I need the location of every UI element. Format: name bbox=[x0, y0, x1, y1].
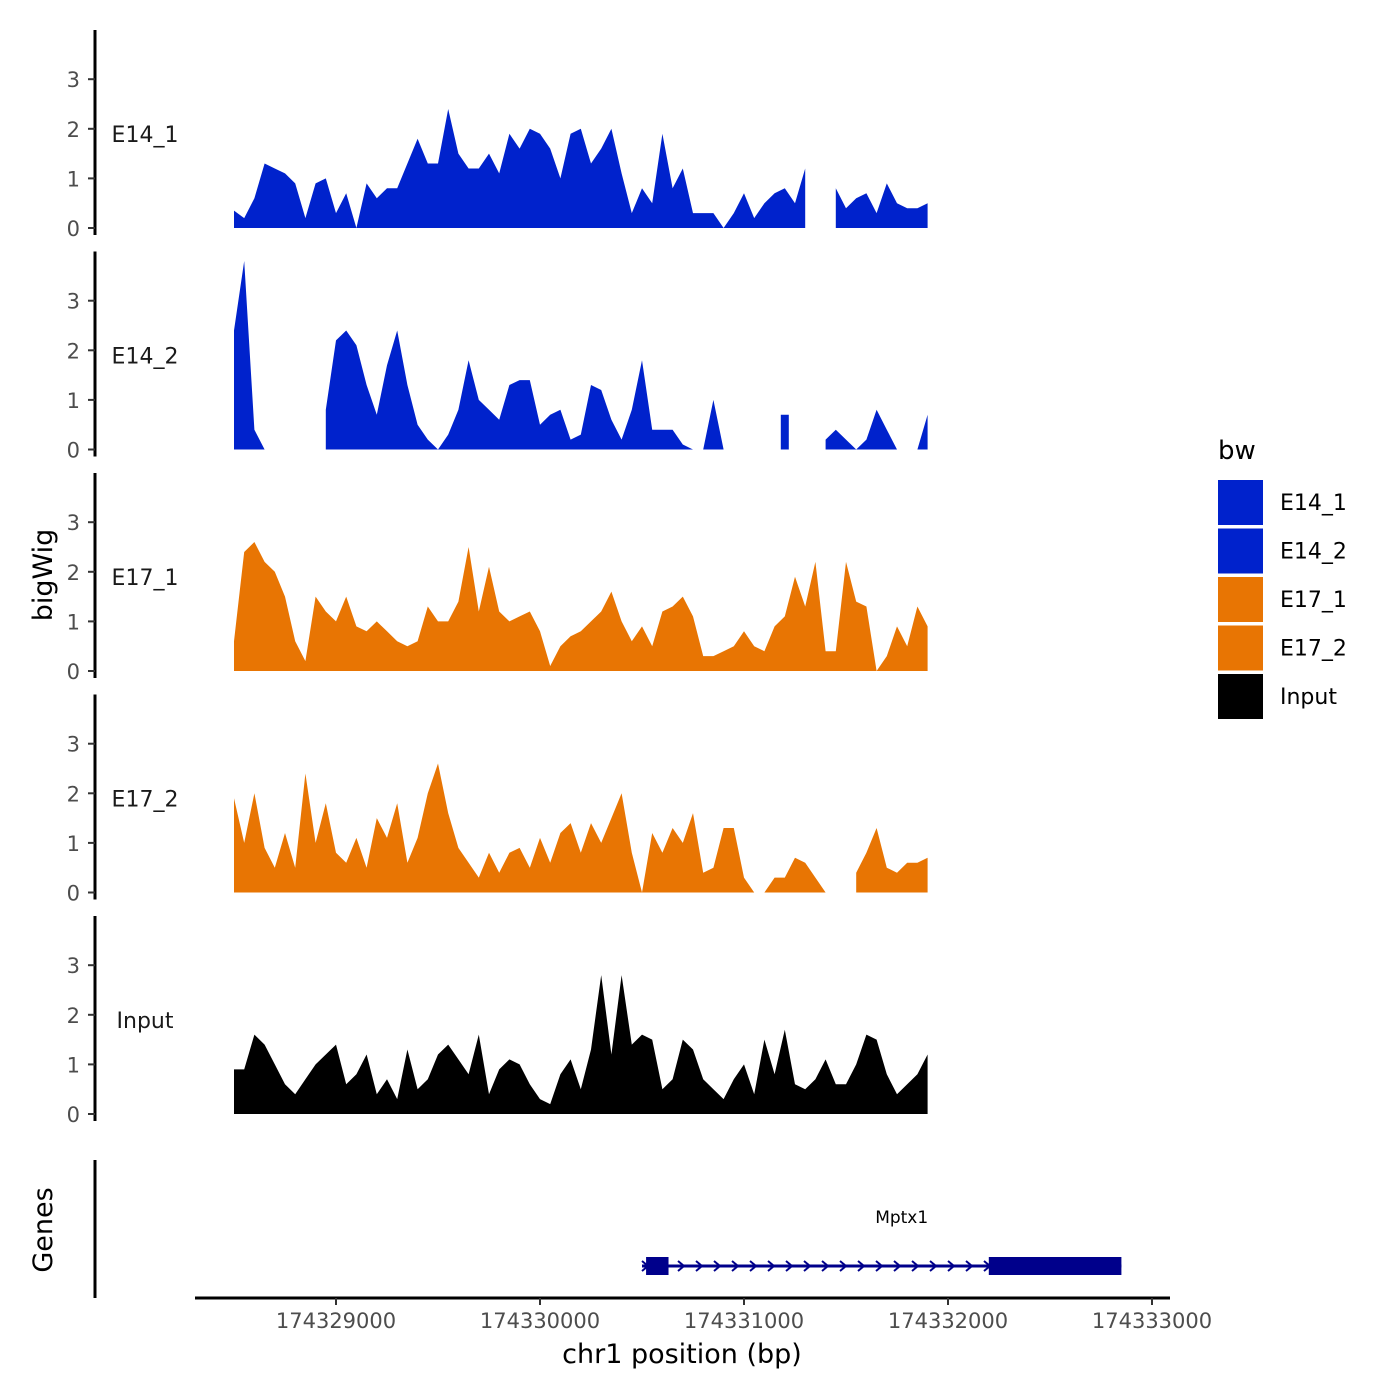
x-tick-label: 174331000 bbox=[684, 1309, 804, 1333]
legend-key-E14_2 bbox=[1218, 528, 1263, 574]
coverage-area-E14_1 bbox=[835, 183, 928, 228]
legend-label: Input bbox=[1280, 685, 1337, 710]
legend-key-E17_2 bbox=[1218, 625, 1263, 671]
strand-arrow bbox=[731, 1260, 740, 1272]
track-label: E14_1 bbox=[112, 123, 179, 148]
y-tick-label: 2 bbox=[67, 782, 80, 806]
strand-arrow bbox=[947, 1260, 956, 1272]
strand-arrow bbox=[911, 1260, 920, 1272]
y-tick-label: 2 bbox=[67, 561, 80, 585]
legend-title: bw bbox=[1218, 436, 1256, 466]
gene-label: Mptx1 bbox=[875, 1208, 928, 1228]
track-E14_2: 0 1 2 3 E14_2 bbox=[67, 251, 928, 463]
y-tick-label: 2 bbox=[67, 118, 80, 142]
y-tick-label: 0 bbox=[67, 882, 80, 906]
y-tick-label: 2 bbox=[67, 339, 80, 363]
track-Input: 0 1 2 3 Input bbox=[67, 916, 928, 1127]
coverage-area-E17_2 bbox=[234, 763, 826, 893]
y-tick-label: 1 bbox=[67, 832, 80, 856]
strand-arrow bbox=[857, 1260, 866, 1272]
coverage-area-Input bbox=[234, 975, 928, 1114]
coverage-area-E14_2 bbox=[825, 409, 928, 450]
x-tick-label: 174333000 bbox=[1092, 1309, 1212, 1333]
genes-axis-title: Genes bbox=[28, 1187, 59, 1272]
track-label: E17_2 bbox=[112, 788, 179, 813]
gene-exon bbox=[988, 1257, 1122, 1275]
coverage-area-E14_2 bbox=[780, 414, 789, 450]
x-tick-label: 174330000 bbox=[480, 1309, 600, 1333]
legend-label: E14_1 bbox=[1280, 491, 1347, 516]
track-label: Input bbox=[117, 1009, 174, 1034]
y-tick-label: 3 bbox=[67, 511, 80, 535]
y-tick-label: 3 bbox=[67, 733, 80, 757]
legend-label: E17_2 bbox=[1280, 637, 1347, 662]
strand-arrow bbox=[695, 1260, 704, 1272]
x-tick-label: 174329000 bbox=[276, 1309, 396, 1333]
strand-arrow bbox=[677, 1260, 686, 1272]
y-tick-label: 0 bbox=[67, 1103, 80, 1127]
track-E17_2: 0 1 2 3 E17_2 bbox=[67, 694, 928, 906]
genes-panel: Mptx1 bbox=[93, 1160, 1122, 1298]
strand-arrow bbox=[713, 1260, 722, 1272]
coverage-area-E14_1 bbox=[234, 109, 806, 228]
legend-label: E17_1 bbox=[1280, 588, 1347, 613]
gene-Mptx1: Mptx1 bbox=[641, 1208, 1122, 1275]
track-E14_1: 0 1 2 3 E14_1 bbox=[67, 30, 928, 241]
strand-arrow bbox=[839, 1260, 848, 1272]
track-label: E14_2 bbox=[112, 345, 179, 370]
x-axis-title: chr1 position (bp) bbox=[562, 1339, 802, 1370]
legend: bw E14_1 E14_2 E17_1 E17_2 Input bbox=[1218, 436, 1347, 719]
y-tick-label: 2 bbox=[67, 1004, 80, 1028]
y-tick-label: 0 bbox=[67, 439, 80, 463]
y-tick-label: 0 bbox=[67, 217, 80, 241]
legend-key-Input bbox=[1218, 674, 1263, 719]
strand-arrow bbox=[785, 1260, 794, 1272]
y-tick-label: 3 bbox=[67, 290, 80, 314]
strand-arrow bbox=[767, 1260, 776, 1272]
x-axis: 174329000 174330000 174331000 174332000 1743… bbox=[195, 1296, 1212, 1333]
y-tick-label: 1 bbox=[67, 1053, 80, 1077]
legend-key-E14_1 bbox=[1218, 480, 1263, 525]
strand-arrow bbox=[821, 1260, 830, 1272]
track-E17_1: 0 1 2 3 E17_1 bbox=[67, 473, 928, 684]
y-tick-label: 1 bbox=[67, 610, 80, 634]
y-tick-label: 1 bbox=[67, 389, 80, 413]
legend-key-E17_1 bbox=[1218, 577, 1263, 622]
track-label: E17_1 bbox=[112, 566, 179, 591]
strand-arrow bbox=[965, 1260, 974, 1272]
coverage-area-E17_1 bbox=[234, 542, 928, 671]
y-tick-label: 1 bbox=[67, 167, 80, 191]
coverage-area-E14_2 bbox=[234, 261, 275, 450]
strand-arrow bbox=[803, 1260, 812, 1272]
strand-arrow bbox=[929, 1260, 938, 1272]
legend-label: E14_2 bbox=[1280, 540, 1347, 565]
strand-arrow bbox=[893, 1260, 902, 1272]
y-tick-label: 3 bbox=[67, 954, 80, 978]
x-tick-label: 174332000 bbox=[888, 1309, 1008, 1333]
gene-exon bbox=[646, 1257, 669, 1275]
y-tick-label: 3 bbox=[67, 68, 80, 92]
y-tick-label: 0 bbox=[67, 660, 80, 684]
tracks-group: 0 1 2 3 E14_1 0 1 2 3 E14_2 0 1 2 3 E17_1 0 1 2 3 E17_2 0 1 2 3… bbox=[67, 30, 928, 1127]
y-axis-title: bigWig bbox=[28, 529, 59, 622]
strand-arrow bbox=[875, 1260, 884, 1272]
coverage-area-E14_2 bbox=[325, 330, 734, 450]
coverage-area-E17_2 bbox=[856, 828, 928, 893]
strand-arrow bbox=[749, 1260, 758, 1272]
